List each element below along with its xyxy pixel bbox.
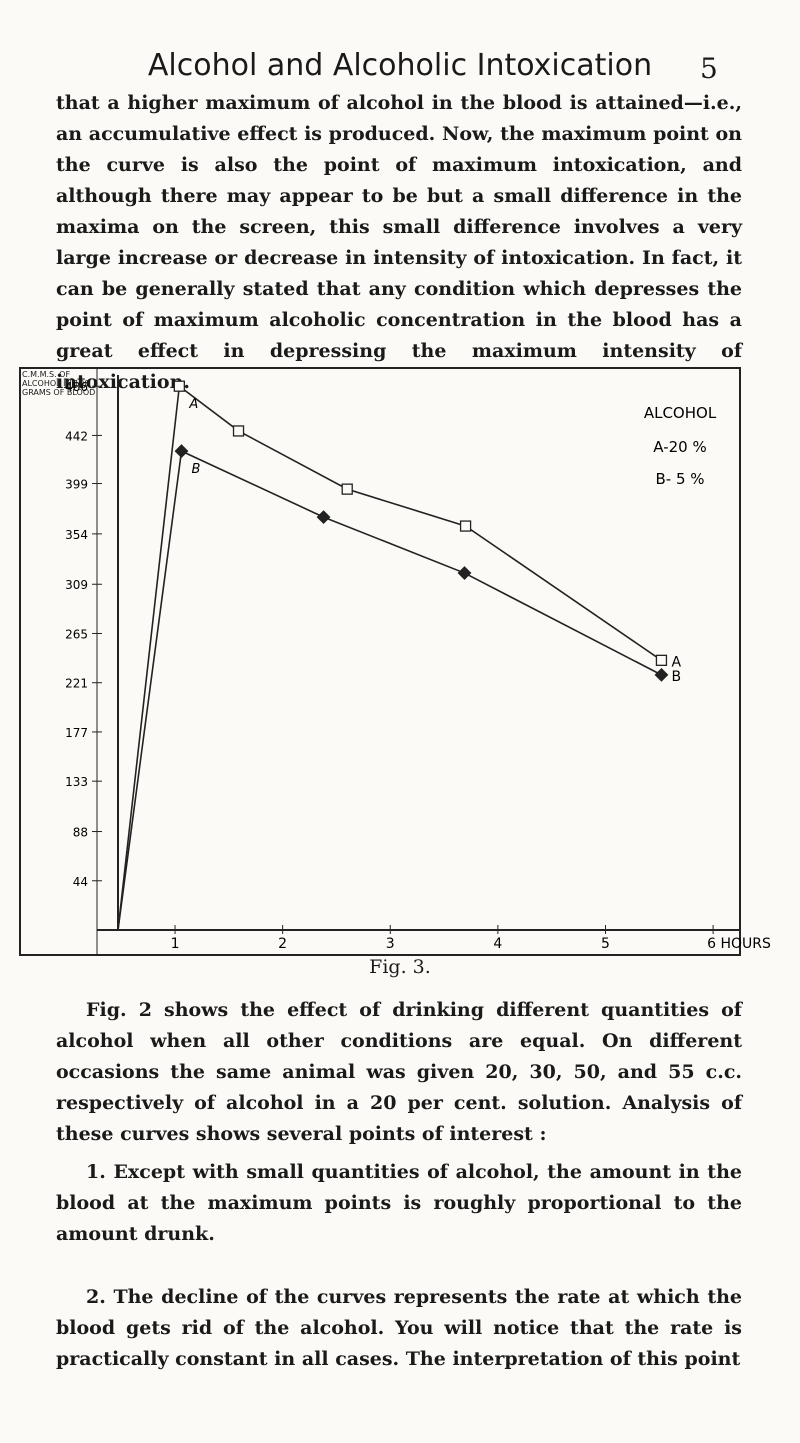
x-tick-label: 1 [171,936,180,952]
y-tick-label: 177 [65,726,88,740]
y-axis-label: C.M.M.S. OF ALCOHOL IN 100 GRAMS OF BLOO… [22,370,96,397]
figure-chart: C.M.M.S. OF ALCOHOL IN 100 GRAMS OF BLOO… [19,367,771,956]
y-tick-label: 265 [65,627,88,641]
y-tick-label: 399 [65,478,88,492]
page-number: 5 [700,52,718,85]
y-tick-label: 486 [65,380,88,394]
curve [117,449,662,931]
curve-label: B [671,669,681,685]
marker [654,667,669,682]
list-item: 2. The decline of the curves represents … [56,1286,742,1370]
y-tick-label: 88 [73,826,88,840]
x-tick-label: 6 HOURS [707,936,771,952]
paragraph: that a higher maximum of alcohol in the … [56,92,742,393]
y-tick-label: 44 [73,875,88,889]
legend-title: ALCOHOL [644,404,717,422]
curve-label: B [191,462,200,477]
marker [341,483,353,495]
marker [457,566,472,580]
curve-label: A [671,654,681,670]
x-tick-label: 2 [278,936,287,952]
legend-entry: B- 5 % [655,470,704,488]
x-tick-label: 4 [493,936,502,952]
marker [174,444,189,459]
y-tick-label: 221 [65,677,88,691]
legend-entry: A-20 % [653,438,706,456]
list-item: 1. Except with small quantities of alcoh… [56,1161,742,1245]
curve [117,384,662,931]
curve-label: A [188,397,198,412]
marker [232,425,245,437]
y-tick-label: 442 [65,429,88,443]
figure-caption: Fig. 3. [369,956,431,978]
x-tick-label: 5 [601,936,610,952]
marker [173,380,185,392]
marker [655,654,668,666]
marker [316,510,331,525]
running-title: Alcohol and Alcoholic Intoxication [147,48,653,83]
frame [19,367,741,956]
paragraph: Fig. 2 shows the effect of drinking diff… [56,999,742,1145]
y-axis-label-box: C.M.M.S. OF ALCOHOL IN 100 GRAMS OF BLOO… [22,370,96,397]
x-tick-label: 3 [386,936,395,952]
y-tick-label: 354 [65,528,88,542]
y-tick-label: 309 [65,578,88,592]
marker [459,520,472,532]
y-tick-label: 133 [65,775,88,789]
